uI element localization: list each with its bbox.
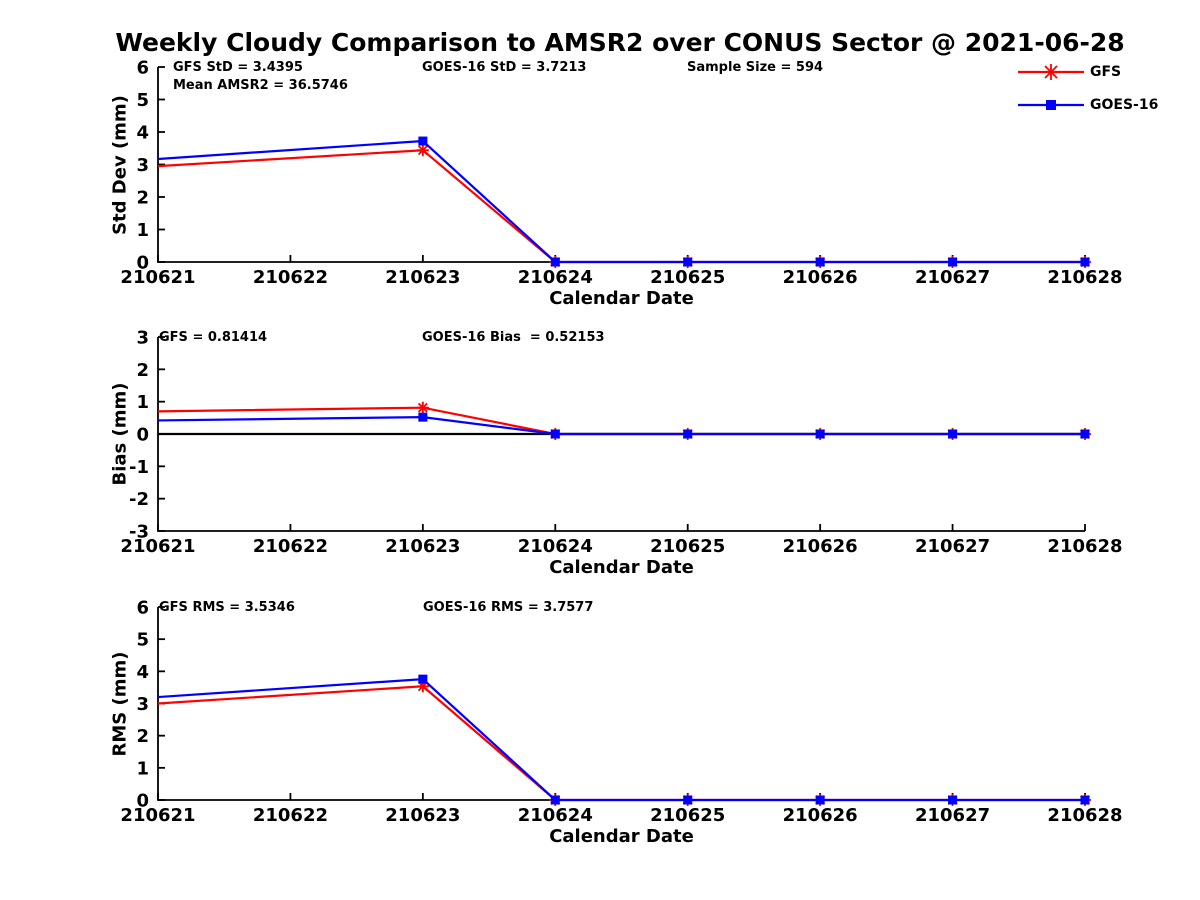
x-tick-label: 210628 — [1047, 536, 1122, 557]
square-marker — [815, 429, 825, 439]
y-tick-label: 3 — [136, 328, 149, 349]
xlabel-bias: Calendar Date — [549, 557, 694, 578]
y-tick-label: 5 — [136, 90, 149, 111]
square-marker — [550, 795, 560, 805]
y-tick-label: 1 — [136, 758, 149, 779]
series-line-goes-16 — [157, 677, 1085, 802]
square-marker — [815, 795, 825, 805]
x-tick-label: 210624 — [518, 267, 593, 288]
x-tick-label: 210625 — [650, 267, 725, 288]
y-tick-label: 2 — [136, 360, 149, 381]
legend-entry-goes16: GOES-16 — [1017, 96, 1158, 114]
axes-frame — [157, 607, 1085, 801]
axes-frame — [157, 67, 1085, 263]
y-tick-label: -1 — [129, 457, 149, 478]
y-tick-label: 0 — [136, 425, 149, 446]
series-line-goes-16 — [157, 416, 1085, 436]
square-marker — [683, 795, 693, 805]
x-tick-label: 210623 — [385, 805, 460, 826]
figure-title: Weekly Cloudy Comparison to AMSR2 over C… — [115, 28, 1125, 57]
y-tick-label: 4 — [136, 662, 149, 683]
xlabel-stddev: Calendar Date — [549, 288, 694, 309]
square-marker — [418, 674, 428, 684]
annotation-goes16-rms: GOES-16 RMS = 3.7577 — [423, 600, 594, 615]
y-tick-label: 0 — [136, 791, 149, 812]
square-marker — [683, 257, 693, 267]
x-tick-label: 210621 — [120, 805, 195, 826]
annotation-gfs-std: GFS StD = 3.4395 — [173, 60, 303, 75]
annotation-goes16-std: GOES-16 StD = 3.7213 — [422, 60, 587, 75]
annotation-sample-size: Sample Size = 594 — [687, 60, 824, 75]
x-tick-label: 210626 — [783, 536, 858, 557]
plot-rms: 0 1 2 3 4 5 6 210621 210622 210623 210624 210625 210… — [120, 598, 1122, 827]
x-tick-label: 210623 — [385, 536, 460, 557]
x-tick-label: 210627 — [915, 267, 990, 288]
legend-label-gfs: GFS — [1090, 64, 1122, 80]
y-tick-label: 5 — [136, 630, 149, 651]
plot-stddev: 0 1 2 3 4 5 6 210621 210622 210623 210624 210625 210… — [120, 58, 1122, 289]
x-tick-label: 210627 — [915, 805, 990, 826]
square-marker — [1080, 795, 1090, 805]
legend-entry-gfs: GFS — [1017, 63, 1121, 81]
y-tick-label: 6 — [136, 58, 149, 79]
y-tick-label: -2 — [129, 489, 149, 510]
y-tick-label: 3 — [136, 155, 149, 176]
series-line-gfs — [157, 149, 1085, 264]
ylabel-stddev: Std Dev (mm) — [109, 95, 131, 235]
x-tick-label: 210627 — [915, 536, 990, 557]
square-marker — [948, 429, 958, 439]
series-line-gfs — [157, 406, 1085, 436]
x-tick-label: 210625 — [650, 805, 725, 826]
x-tick-label: 210628 — [1047, 267, 1122, 288]
x-tick-label: 210626 — [783, 267, 858, 288]
annotation-goes16-bias: GOES-16 Bias = 0.52153 — [422, 330, 605, 345]
x-tick-label: 210628 — [1047, 805, 1122, 826]
x-tick-label: 210624 — [518, 805, 593, 826]
annotation-gfs-bias: GFS = 0.81414 — [159, 330, 268, 345]
y-tick-label: 1 — [136, 392, 149, 413]
x-tick-label: 210622 — [253, 267, 328, 288]
square-marker — [418, 136, 428, 146]
legend-label-goes16: GOES-16 — [1090, 97, 1159, 113]
series-line-goes-16 — [157, 139, 1085, 264]
square-marker — [418, 412, 428, 422]
square-marker — [550, 429, 560, 439]
y-tick-label: 1 — [136, 220, 149, 241]
square-marker — [683, 429, 693, 439]
y-tick-label: 4 — [136, 123, 149, 144]
annotation-mean-amsr2: Mean AMSR2 = 36.5746 — [173, 78, 348, 93]
square-marker — [550, 257, 560, 267]
xlabel-rms: Calendar Date — [549, 826, 694, 847]
y-tick-label: 0 — [136, 253, 149, 274]
gfs-line-asterisk-icon — [1018, 64, 1084, 80]
square-marker — [948, 795, 958, 805]
ylabel-rms: RMS (mm) — [109, 651, 131, 757]
x-tick-label: 210624 — [518, 536, 593, 557]
series-line-gfs — [157, 685, 1085, 802]
y-tick-label: 6 — [136, 598, 149, 619]
ylabel-bias: Bias (mm) — [109, 382, 131, 486]
x-tick-label: 210621 — [120, 267, 195, 288]
x-tick-label: 210622 — [253, 536, 328, 557]
y-tick-label: -3 — [129, 522, 149, 543]
x-tick-label: 210622 — [253, 805, 328, 826]
goes16-line-square-icon — [1018, 100, 1084, 110]
x-tick-label: 210623 — [385, 267, 460, 288]
y-tick-label: 2 — [136, 188, 149, 209]
x-tick-label: 210626 — [783, 805, 858, 826]
asterisk-marker — [417, 145, 428, 156]
y-tick-label: 3 — [136, 694, 149, 715]
x-tick-label: 210621 — [120, 536, 195, 557]
y-tick-label: 2 — [136, 726, 149, 747]
x-tick-label: 210625 — [650, 536, 725, 557]
square-marker — [1080, 429, 1090, 439]
square-marker — [1080, 257, 1090, 267]
square-marker — [815, 257, 825, 267]
square-marker — [948, 257, 958, 267]
asterisk-marker — [417, 402, 428, 413]
annotation-gfs-rms: GFS RMS = 3.5346 — [159, 600, 295, 615]
